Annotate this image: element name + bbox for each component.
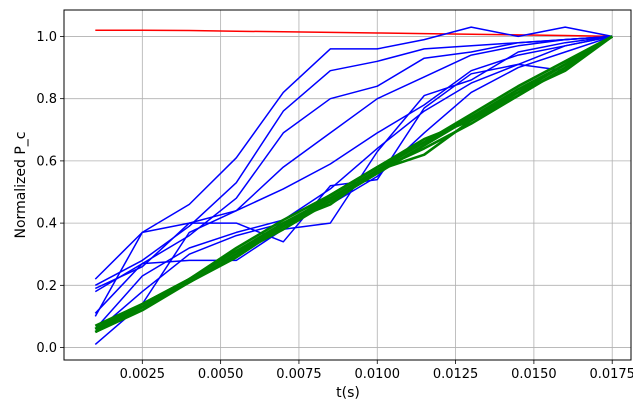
- series-line-10: [94, 35, 613, 333]
- series-line-7: [94, 35, 613, 345]
- y-tick-label: 0.2: [36, 279, 57, 294]
- series-line-4: [94, 35, 613, 293]
- x-axis: 0.0025 0.0050 0.0075 0.0100 0.0125 0.0150 0.01…: [120, 360, 633, 382]
- grid: [64, 10, 631, 360]
- y-tick-label: 0.0: [36, 341, 57, 356]
- y-axis-label: Normalized P_c: [13, 132, 29, 239]
- series-line-9: [94, 35, 613, 330]
- x-tick-label: 0.0025: [120, 367, 166, 382]
- y-tick-label: 1.0: [36, 30, 57, 45]
- series-line-17: [94, 35, 613, 331]
- x-tick-label: 0.0125: [433, 367, 479, 382]
- x-tick-label: 0.0175: [589, 367, 633, 382]
- series-line-2: [94, 26, 613, 280]
- y-tick-label: 0.6: [36, 154, 57, 169]
- x-tick-label: 0.0050: [198, 367, 244, 382]
- x-tick-label: 0.0150: [511, 367, 557, 382]
- series-group: [94, 26, 613, 345]
- x-axis-label: t(s): [336, 385, 360, 401]
- plot-frame: [63, 9, 632, 361]
- x-tick-label: 0.0075: [276, 367, 322, 382]
- series-line-5: [94, 35, 613, 290]
- y-tick-label: 0.4: [36, 217, 57, 232]
- x-tick-label: 0.0100: [355, 367, 401, 382]
- y-axis: 0.0 0.2 0.4 0.6 0.8 1.0: [36, 30, 64, 356]
- y-tick-label: 0.8: [36, 92, 57, 107]
